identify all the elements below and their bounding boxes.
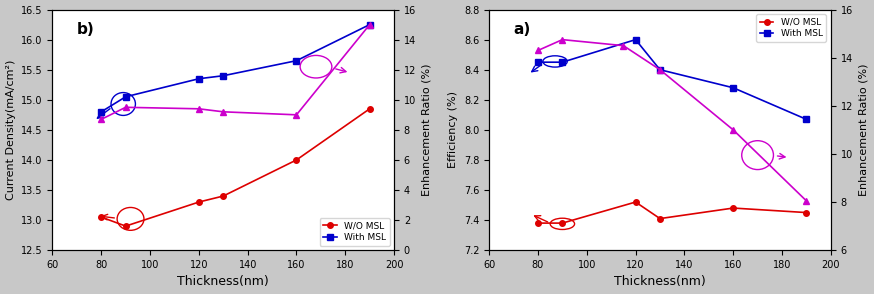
Y-axis label: Efficiency (%): Efficiency (%)	[448, 91, 458, 168]
Y-axis label: Enhancement Ratio (%): Enhancement Ratio (%)	[858, 64, 869, 196]
X-axis label: Thickness(nm): Thickness(nm)	[614, 275, 706, 288]
Y-axis label: Enhancement Ratio (%): Enhancement Ratio (%)	[422, 64, 432, 196]
Legend: W/O MSL, With MSL: W/O MSL, With MSL	[756, 14, 826, 42]
X-axis label: Thickness(nm): Thickness(nm)	[177, 275, 269, 288]
Legend: W/O MSL, With MSL: W/O MSL, With MSL	[320, 218, 390, 246]
Text: a): a)	[513, 21, 531, 36]
Text: b): b)	[76, 21, 94, 36]
Y-axis label: Current Density(mA/cm²): Current Density(mA/cm²)	[5, 60, 16, 200]
